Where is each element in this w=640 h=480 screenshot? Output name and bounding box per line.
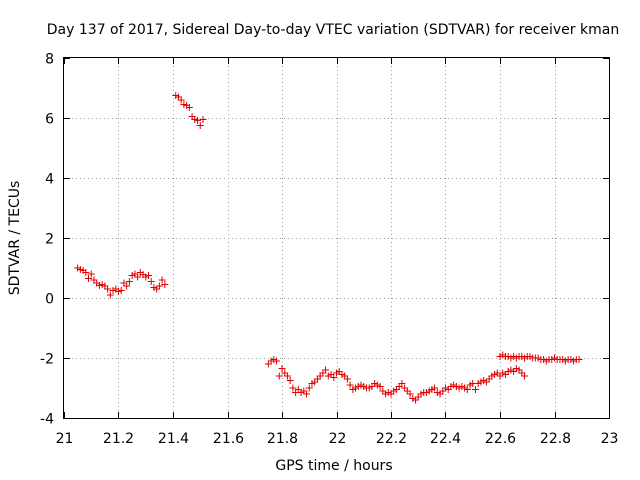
data-point <box>125 278 133 285</box>
chart-title: Day 137 of 2017, Sidereal Day-to-day VTE… <box>47 22 619 38</box>
x-tick-label: 21 <box>56 431 74 447</box>
data-point <box>322 366 330 374</box>
y-tick-label: -2 <box>40 352 54 368</box>
data-point <box>147 278 155 285</box>
data-point <box>471 386 479 393</box>
x-tick-label: 21.6 <box>213 431 244 447</box>
data-point <box>278 365 286 372</box>
data-point <box>85 275 93 282</box>
x-tick-label: 22.6 <box>485 431 516 447</box>
x-tick-label: 22.2 <box>376 431 407 447</box>
data-point <box>286 377 294 384</box>
data-point <box>196 122 204 129</box>
y-tick-label: 8 <box>45 52 54 68</box>
data-point <box>289 384 297 392</box>
data-point <box>161 281 169 288</box>
data-point <box>87 270 95 278</box>
data-point <box>575 356 583 363</box>
data-point <box>303 390 311 398</box>
y-tick-label: 6 <box>45 112 54 128</box>
data-point <box>194 116 202 124</box>
data-point <box>104 285 112 293</box>
data-point <box>117 287 125 294</box>
x-tick-label: 22.8 <box>540 431 571 447</box>
data-point <box>376 383 384 390</box>
data-point <box>283 372 291 380</box>
x-axis-label: GPS time / hours <box>275 458 392 474</box>
x-tick-label: 21.4 <box>158 431 189 447</box>
data-point <box>273 357 281 365</box>
data-point <box>82 269 90 276</box>
data-point <box>346 381 354 389</box>
x-tick-label: 21.8 <box>267 431 298 447</box>
y-tick-label: 0 <box>45 292 54 308</box>
y-tick-label: 2 <box>45 232 54 248</box>
plot-frame <box>63 57 610 419</box>
y-axis-label: SDTVAR / TECUs <box>7 181 23 296</box>
x-tick-label: 22.4 <box>430 431 461 447</box>
x-tick-label: 21.2 <box>103 431 134 447</box>
data-point <box>343 375 351 383</box>
y-tick-label: -4 <box>40 412 54 428</box>
y-tick-label: 4 <box>45 172 54 188</box>
data-point <box>398 380 406 387</box>
x-tick-label: 23 <box>601 431 619 447</box>
grid-lines <box>64 58 609 418</box>
x-tick-label: 22 <box>329 431 347 447</box>
data-point <box>305 384 313 392</box>
data-point <box>123 282 131 290</box>
data-point <box>185 104 193 111</box>
data-point <box>134 273 142 281</box>
data-point <box>521 372 529 380</box>
y-axis-ticks: -4 -2 0 2 4 6 8 <box>40 52 609 428</box>
data-point <box>406 390 414 398</box>
data-point <box>431 384 439 392</box>
data-point <box>463 386 471 393</box>
data-point <box>144 272 152 279</box>
data-points <box>74 92 583 404</box>
data-point <box>330 374 338 381</box>
data-point <box>275 372 283 380</box>
data-point <box>177 96 185 104</box>
data-point <box>158 276 166 284</box>
data-point <box>155 282 163 290</box>
data-point <box>106 291 114 299</box>
data-point <box>199 116 207 123</box>
x-axis-ticks: 21 21.2 21.4 21.6 21.8 22 22.2 22.4 22.6 22.8 23 <box>56 58 619 447</box>
